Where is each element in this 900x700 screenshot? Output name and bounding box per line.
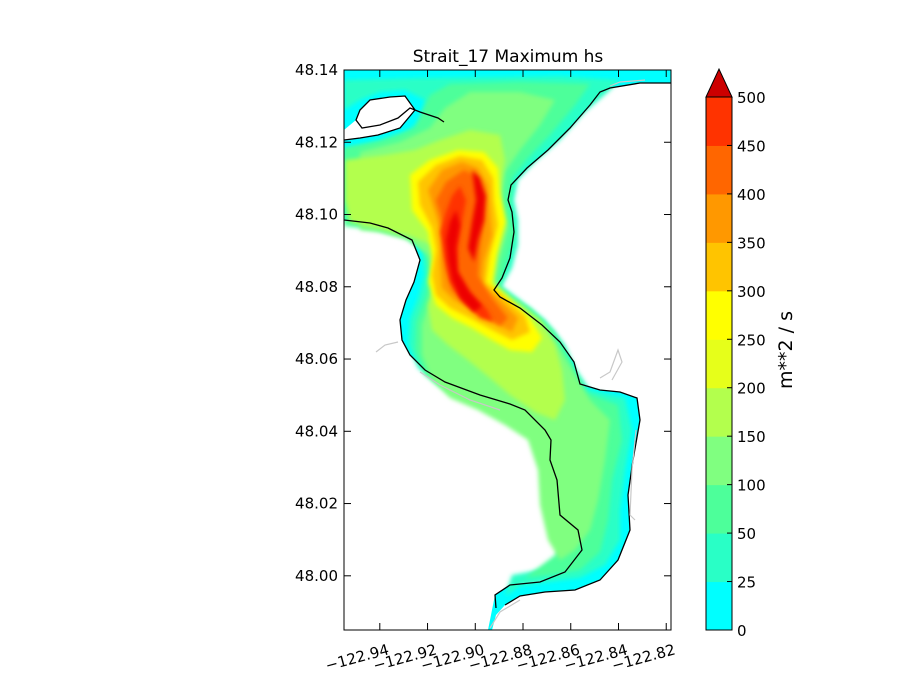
colorbar-extend-arrow [705,67,733,98]
y-tick-label: 48.14 [295,61,338,79]
colorbar-tick-label: 50 [737,525,756,543]
colorbar-tick-label: 0 [737,622,747,640]
coastline-east [493,82,671,606]
colorbar-label: m**2 / s [775,311,797,389]
colorbar-tick-label: 100 [737,477,766,495]
colorbar-tick-label: 25 [737,574,756,592]
y-tick-label: 48.12 [295,133,338,151]
coastline-spit [344,95,445,141]
colorbar-tick-label: 350 [737,234,766,252]
y-tick-label: 48.08 [295,278,338,296]
colorbar-tick-label: 250 [737,331,766,349]
y-tick-label: 48.02 [295,495,338,513]
colorbar-segment [706,484,732,534]
band-450-500 [446,210,482,312]
colorbar-segment [706,145,732,195]
coastline-west [344,219,583,609]
colorbar-segment [706,97,732,146]
colorbar-tick-label: 200 [737,380,766,398]
shoreline-grey [375,79,646,629]
colorbar-frame [705,97,733,631]
colorbar-tick-label: 500 [737,89,766,107]
y-tick-label: 48.06 [295,350,338,368]
colorbar: 0 25 50 100 150 200 250 300 350 400 450 500 [705,67,766,640]
colorbar-segment [706,436,732,486]
y-tick-label: 48.10 [295,206,338,224]
colorbar-segment [706,242,732,292]
colorbar-segment [706,581,732,631]
plot-frame [343,69,672,631]
colorbar-segment [706,387,732,437]
colorbar-tick-label: 150 [737,428,766,446]
colorbar-tick-label: 300 [737,283,766,301]
colorbar-segment [706,339,732,389]
chart-title: Strait_17 Maximum hs [413,47,604,67]
y-tick-label: 48.04 [295,422,338,440]
colorbar-tick-label: 450 [737,137,766,155]
band-450-500-east [468,170,486,262]
colorbar-segment [706,193,732,243]
map-area [344,70,671,630]
colorbar-tick-label: 400 [737,186,766,204]
y-axis: 48.14 48.12 48.10 48.08 48.06 48.04 48.02 48.00 [295,61,671,585]
y-tick-label: 48.00 [295,567,338,585]
colorbar-segment [706,290,732,340]
colorbar-segment [706,533,732,583]
